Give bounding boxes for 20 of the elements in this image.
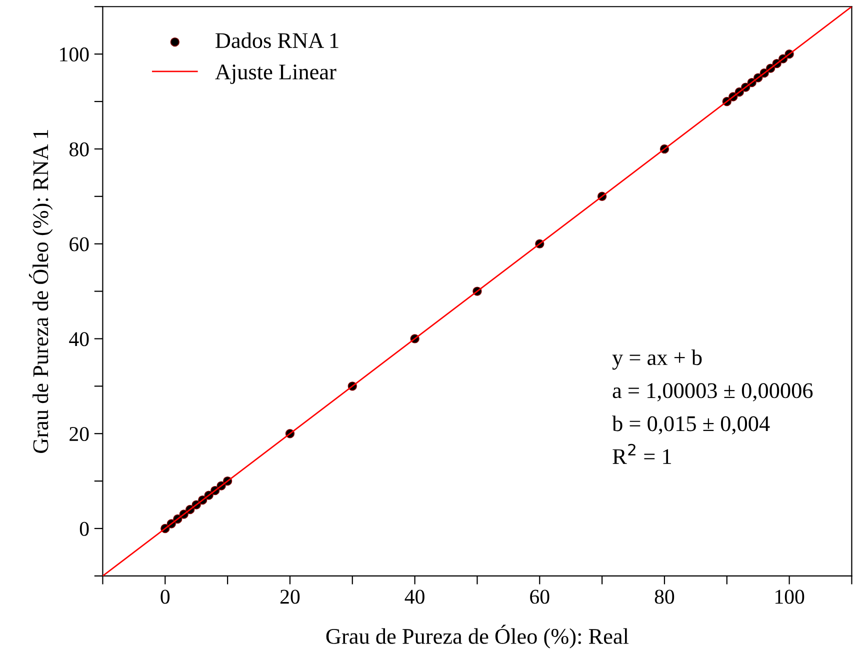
annotation: R$^{2}$ = 1: [612, 444, 671, 464]
x-tick-label: 80: [654, 590, 674, 604]
y-tick-label: 0: [80, 522, 89, 536]
annotation: y = ax + b: [612, 349, 702, 370]
y-tick-label: 60: [70, 237, 89, 252]
x-tick-label: 100: [776, 590, 804, 604]
x-tick-label: 0: [160, 590, 170, 604]
x-axis-title: Grau de Pureza de Óleo (%): Real: [326, 624, 629, 648]
x-tick-label: 20: [280, 590, 300, 604]
y-tick-label: 80: [69, 142, 89, 156]
x-tick-label: 60: [530, 590, 550, 604]
y-tick-label: 40: [69, 332, 89, 346]
annotation: b = 0,015 ± 0,004: [612, 416, 770, 434]
annotation: a = 1,00003 ± 0,00006: [612, 383, 813, 402]
y-tick-label: 100: [60, 47, 89, 62]
legend-label: Ajuste Linear: [215, 64, 336, 84]
y-tick-label: 20: [70, 426, 89, 442]
y-axis-title: Grau de Pureza de Óleo (%): RNA 1: [28, 130, 53, 453]
x-tick-label: 40: [404, 590, 424, 604]
legend-label: Dados RNA 1: [216, 32, 338, 48]
